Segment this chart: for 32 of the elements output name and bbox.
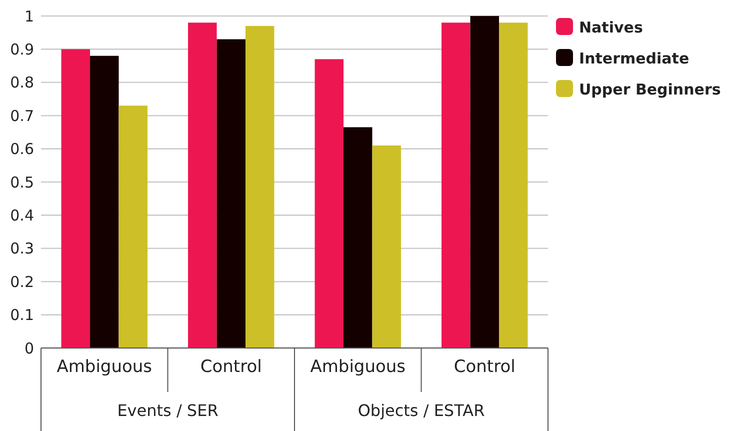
bar [498,22,528,348]
legend-label: Intermediate [579,49,690,68]
text: Events / SER [117,401,218,420]
bar [118,106,148,348]
x-tick-label: Control [454,357,516,377]
x-tick-label: Control [200,357,262,377]
y-tick-label: 0.4 [10,206,34,224]
y-tick-label: 0.3 [10,240,34,258]
x-tick-label: Ambiguous [310,357,406,377]
y-tick-label: 0.2 [10,272,34,291]
legend-label: Upper Beginners [579,80,721,98]
y-tick-label: 1 [24,7,34,26]
y-tick-label: 0 [24,339,34,358]
bar [245,26,274,348]
bar [344,127,372,348]
x-tick-label: Ambiguous [56,357,152,377]
bar [90,56,119,348]
bar [188,22,217,348]
bar [470,16,499,348]
bar [372,145,401,348]
y-tick-label: 0.8 [10,74,34,92]
bar [314,59,344,348]
bar [216,39,246,348]
legend-label: Natives [579,18,643,36]
y-tick-label: 0.1 [10,306,34,324]
y-tick-label: 0.7 [10,106,34,125]
bar [61,49,90,348]
y-tick-label: 0.5 [10,173,34,192]
y-tick-label: 0.6 [10,140,34,158]
bar [442,22,470,348]
text: Objects / ESTAR [358,401,485,420]
y-tick-label: 0.9 [10,40,34,58]
